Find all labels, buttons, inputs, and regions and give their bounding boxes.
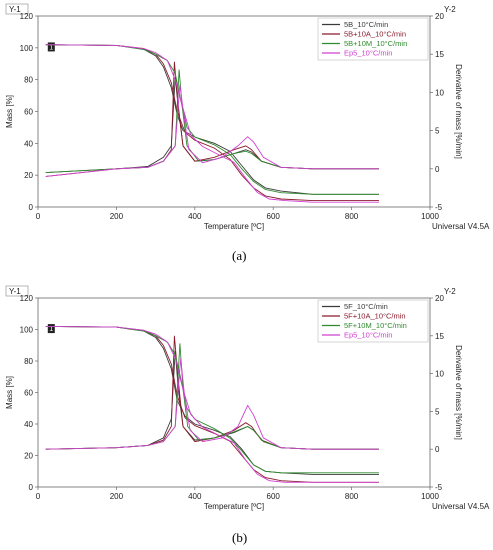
p0-legend-label: Ep5_10°C/min <box>344 49 392 58</box>
p1-xtick-label: 600 <box>267 492 281 501</box>
p1-xtick-label: 200 <box>110 492 124 501</box>
p1-legend-label: 5F+10M_10°C/min <box>344 321 407 330</box>
p1-y1-label: Y-1 <box>9 287 21 296</box>
p1-ytick-label: 120 <box>20 294 34 303</box>
p1-y2tick-label: 10 <box>435 370 444 379</box>
p0-y2label: Derivative of mass [%/min] <box>454 64 463 159</box>
p1-ytick-label: 60 <box>24 389 33 398</box>
p0-legend-label: 5B_10°C/min <box>344 20 388 29</box>
p0-xtick-label: 1000 <box>421 212 439 221</box>
p0-series-0-mass-curve <box>45 44 379 195</box>
p1-ytick-label: 100 <box>20 326 34 335</box>
p1-series-2-deriv-curve <box>45 343 379 450</box>
p1-series-0-mass-curve <box>45 325 379 475</box>
p0-y2tick-label: 15 <box>435 50 444 59</box>
p1-legend-label: 5F_10°C/min <box>344 302 388 311</box>
p0-y1-box <box>5 3 29 15</box>
p0-xtick-label: 600 <box>267 212 281 221</box>
p1-y1-box <box>5 285 29 297</box>
p0-y2tick-label: 0 <box>435 165 440 174</box>
p1-marker-box <box>47 324 55 334</box>
p0-y2-label: Y-2 <box>444 5 456 14</box>
p1-ytick-label: 80 <box>24 357 33 366</box>
p1-series-1-deriv-curve <box>45 335 379 450</box>
p1-ytick-label: 0 <box>29 483 34 492</box>
p0-series-1-mass-curve <box>45 44 379 202</box>
p0-series-2-deriv-curve <box>45 69 379 174</box>
p1-ylabel: Mass [%] <box>5 376 14 409</box>
panel-a-caption: (a) <box>232 248 247 263</box>
p1-xlabel: Temperature [ºC] <box>204 502 264 511</box>
p0-xtick-label: 800 <box>345 212 359 221</box>
p1-marker-label: 1 <box>49 326 53 333</box>
p1-series-2-mass-curve <box>45 325 379 474</box>
p1-series-3-mass-curve <box>45 325 379 483</box>
p1-xtick-label: 800 <box>345 492 359 501</box>
p0-ytick-label: 0 <box>29 203 34 212</box>
p0-legend-label: 5B+10M_10°C/min <box>344 39 407 48</box>
p0-y2tick-label: 5 <box>435 127 440 136</box>
p1-y2tick-label: 0 <box>435 445 440 454</box>
p0-marker-box <box>47 42 55 52</box>
p0-ytick-label: 120 <box>20 12 34 21</box>
p1-xtick-label: 0 <box>36 492 41 501</box>
p1-xtick-label: 1000 <box>421 492 439 501</box>
p0-series-1-deriv-curve <box>45 61 379 177</box>
p1-series-0-deriv-curve <box>45 350 379 450</box>
p0-y1-label: Y-1 <box>9 5 21 14</box>
p0-ytick-label: 40 <box>24 139 33 148</box>
p0-ytick-label: 20 <box>24 171 33 180</box>
p1-legend-label: 5F+10A_10°C/min <box>344 312 406 321</box>
p1-ytick-label: 20 <box>24 452 33 461</box>
p1-legend-label: Ep5_10°C/min <box>344 331 392 340</box>
p1-series-3-deriv-curve <box>45 358 379 450</box>
p0-y2tick-label: 20 <box>435 12 444 21</box>
p0-xlabel: Temperature [ºC] <box>204 222 264 231</box>
p1-y2tick-label: 15 <box>435 332 444 341</box>
p1-y2tick-label: 20 <box>435 294 444 303</box>
p0-ytick-label: 60 <box>24 108 33 117</box>
p1-y2label: Derivative of mass [%/min] <box>454 345 463 440</box>
p0-ytick-label: 80 <box>24 76 33 85</box>
p0-xtick-label: 0 <box>36 212 41 221</box>
p0-ytick-label: 100 <box>20 44 34 53</box>
p0-series-3-deriv-curve <box>45 84 379 177</box>
p1-y2tick-label: 5 <box>435 407 440 416</box>
p0-xtick-label: 400 <box>188 212 202 221</box>
p0-software-label: Universal V4.5A <box>432 222 490 231</box>
p0-y2tick-label: 10 <box>435 88 444 97</box>
p0-series-3-mass-curve <box>45 44 379 203</box>
p0-xtick-label: 200 <box>110 212 124 221</box>
panel-b-caption: (b) <box>232 530 248 545</box>
p0-ylabel: Mass [%] <box>5 95 14 128</box>
p0-marker-label: 1 <box>49 44 53 51</box>
p0-series-0-deriv-curve <box>45 77 379 174</box>
p0-legend-label: 5B+10A_10°C/min <box>344 30 406 39</box>
p1-ytick-label: 40 <box>24 420 33 429</box>
p1-y2tick-label: -5 <box>435 483 443 492</box>
p0-series-2-mass-curve <box>45 44 379 195</box>
p1-series-1-mass-curve <box>45 325 379 483</box>
p1-software-label: Universal V4.5A <box>432 502 490 511</box>
p0-y2tick-label: -5 <box>435 203 443 212</box>
p1-y2-label: Y-2 <box>444 287 456 296</box>
p1-xtick-label: 400 <box>188 492 202 501</box>
